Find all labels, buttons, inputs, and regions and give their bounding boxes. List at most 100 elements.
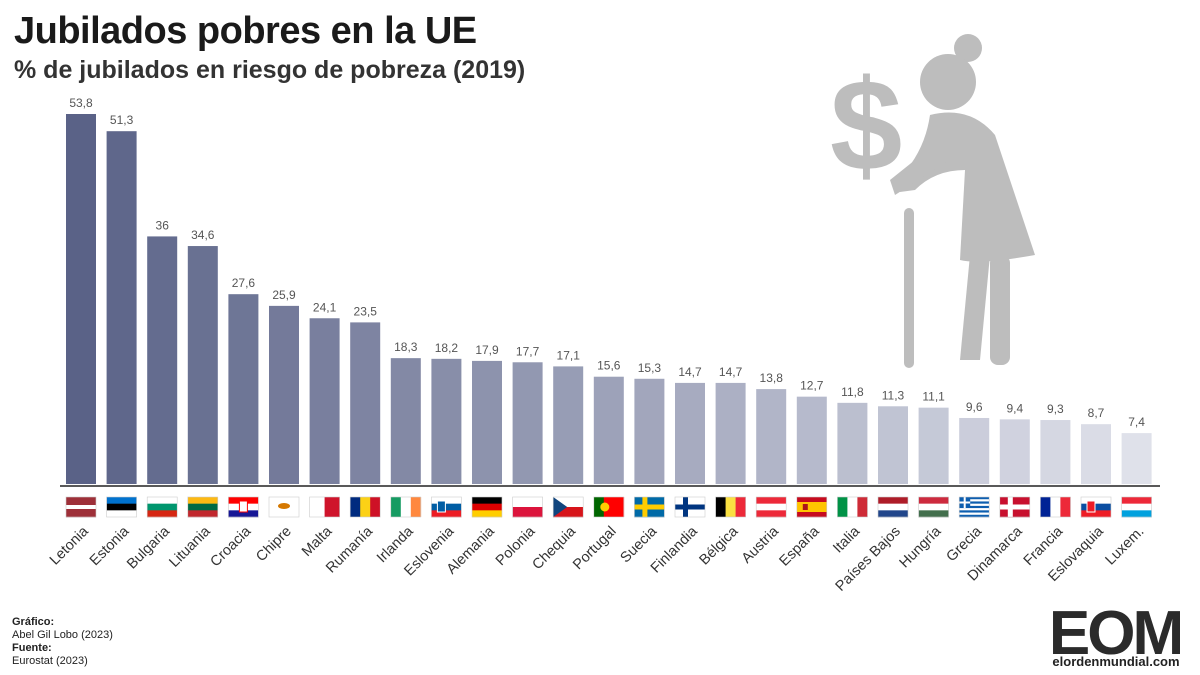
value-label: 34,6: [191, 228, 215, 242]
bar-Rumanía: [350, 322, 381, 484]
value-label: 51,3: [110, 113, 134, 127]
bar-Grecia: [959, 417, 990, 484]
category-label: Bélgica: [696, 523, 742, 569]
bar-Austria: [756, 389, 787, 484]
website-link[interactable]: elordenmundial.com: [1052, 654, 1180, 669]
bar-Países Bajos: [878, 406, 908, 484]
portugal-flag-icon: [593, 496, 625, 518]
finland-flag-icon: [674, 496, 706, 518]
hungary-flag-icon: [918, 496, 949, 518]
bar-Alemania: [472, 360, 502, 484]
category-label: Bulgaria: [124, 523, 174, 573]
austria-flag-icon: [755, 496, 787, 518]
bar-chart: 53,8 51,3 36 34,6 27,6 25,9 24,1 23,5 18,3 18,2 17…: [47, 96, 1160, 595]
malta-flag-icon: [309, 496, 340, 518]
germany-flag-icon: [471, 496, 503, 518]
chart-title: Jubilados pobres en la UE: [14, 10, 477, 52]
bar-Dinamarca: [999, 419, 1030, 484]
chart-credit-author: Abel Gil Lobo (2023): [12, 629, 113, 641]
value-label: 24,1: [313, 300, 337, 314]
value-label: 8,7: [1088, 406, 1105, 420]
bar-Hungría: [918, 407, 949, 484]
romania-flag-icon: [349, 496, 381, 518]
belgium-flag-icon: [715, 496, 746, 518]
value-label: 23,5: [354, 304, 378, 318]
source-name: Eurostat (2023): [12, 655, 88, 667]
value-label: 14,7: [678, 365, 702, 379]
greece-flag-icon: [958, 496, 990, 518]
value-label: 36: [156, 218, 170, 232]
bar-Estonia: [106, 131, 137, 485]
value-label: 17,7: [516, 344, 540, 358]
category-label: Chipre: [253, 524, 295, 566]
bar-Italia: [837, 402, 868, 484]
bar-Irlanda: [390, 358, 421, 484]
chart-subtitle: % de jubilados en riesgo de pobreza (201…: [14, 56, 526, 84]
value-label: 9,4: [1006, 401, 1023, 415]
category-label: Malta: [299, 523, 336, 560]
value-label: 14,7: [719, 365, 743, 379]
slovenia-flag-icon: [431, 496, 462, 518]
denmark-flag-icon: [999, 496, 1031, 518]
category-label: Luxem.: [1102, 524, 1147, 569]
bar-Luxem.: [1121, 433, 1152, 484]
value-label: 13,8: [760, 371, 784, 385]
elderly-woman-dollar-icon: $: [830, 34, 1035, 368]
source-heading: Fuente:: [12, 642, 52, 654]
svg-text:$: $: [830, 52, 902, 198]
bar-Chipre: [269, 305, 299, 484]
category-label: Austria: [739, 523, 783, 567]
eom-logo-text: EOM: [1049, 599, 1181, 668]
category-label: Chequia: [530, 523, 580, 573]
czechia-flag-icon: [552, 496, 584, 518]
credits: Gráfico: Abel Gil Lobo (2023) Fuente: Eu…: [12, 616, 113, 668]
category-label: Lituania: [166, 523, 214, 571]
value-label: 9,3: [1047, 402, 1064, 416]
slovakia-flag-icon: [1080, 496, 1112, 518]
bar-Croacia: [228, 294, 259, 484]
bar-Portugal: [593, 376, 624, 484]
value-label: 17,9: [475, 343, 499, 357]
bar-Finlandia: [675, 382, 705, 484]
category-label: Croacia: [208, 523, 255, 570]
value-label: 15,6: [597, 359, 621, 373]
spain-flag-icon: [796, 496, 828, 518]
category-label: España: [777, 523, 824, 570]
value-label: 18,2: [435, 341, 459, 355]
netherlands-flag-icon: [877, 496, 909, 518]
value-label: 11,3: [882, 388, 905, 402]
category-label: Hungría: [897, 523, 945, 571]
value-label: 11,8: [841, 385, 864, 399]
value-label: 9,6: [966, 400, 983, 414]
value-label: 25,9: [272, 288, 296, 302]
sweden-flag-icon: [634, 496, 665, 518]
cyprus-flag-icon: [268, 496, 300, 518]
lithuania-flag-icon: [187, 496, 219, 518]
poland-flag-icon: [512, 496, 543, 518]
value-label: 18,3: [394, 340, 418, 354]
value-label: 12,7: [800, 379, 824, 393]
latvia-flag-icon: [65, 496, 97, 518]
value-label: 15,3: [638, 361, 662, 375]
bar-Chequia: [553, 366, 584, 484]
category-label: Portugal: [570, 524, 620, 574]
bar-Lituania: [187, 246, 218, 484]
value-label: 11,1: [922, 390, 945, 404]
bar-Letonia: [66, 114, 96, 484]
bar-Eslovaquia: [1081, 424, 1111, 484]
italy-flag-icon: [837, 496, 868, 518]
category-label: Italia: [830, 523, 864, 557]
bar-Bulgaria: [147, 236, 178, 484]
value-label: 27,6: [232, 276, 256, 290]
bar-Suecia: [634, 378, 665, 484]
bar-España: [796, 396, 827, 484]
ireland-flag-icon: [390, 496, 422, 518]
croatia-flag-icon: [228, 496, 259, 518]
value-label: 17,1: [557, 348, 581, 362]
luxembourg-flag-icon: [1121, 496, 1152, 518]
value-label: 7,4: [1128, 415, 1145, 429]
category-label: Letonia: [47, 523, 93, 569]
chart-credit-heading: Gráfico:: [12, 616, 55, 628]
bulgaria-flag-icon: [146, 496, 178, 518]
bar-Bélgica: [715, 382, 746, 484]
